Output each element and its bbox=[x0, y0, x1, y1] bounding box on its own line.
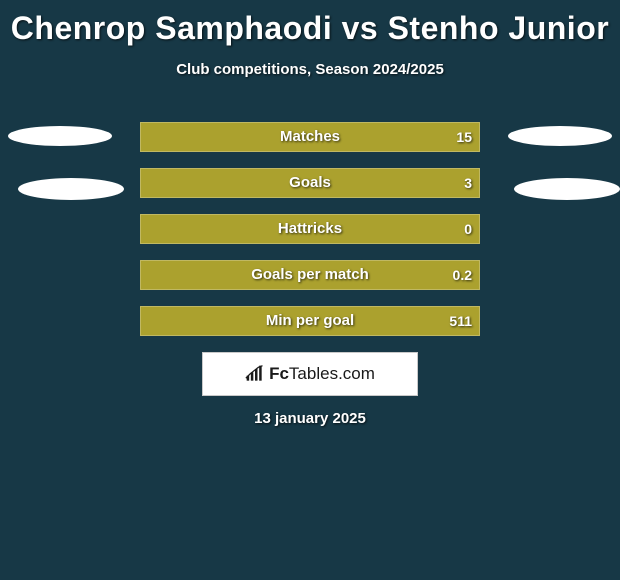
brand-text: FcTables.com bbox=[269, 364, 375, 384]
brand-b: Tables bbox=[289, 364, 338, 383]
brand-suffix: .com bbox=[338, 364, 375, 383]
stat-label: Min per goal bbox=[140, 306, 480, 336]
brand-badge[interactable]: FcTables.com bbox=[202, 352, 418, 396]
page-title: Chenrop Samphaodi vs Stenho Junior bbox=[0, 0, 620, 47]
stat-row: Goals 3 bbox=[0, 168, 620, 198]
stat-value-right: 3 bbox=[464, 168, 472, 198]
stat-value-right: 0 bbox=[464, 214, 472, 244]
stat-label: Matches bbox=[140, 122, 480, 152]
stat-row: Min per goal 511 bbox=[0, 306, 620, 336]
stat-value-right: 511 bbox=[449, 306, 472, 336]
stat-value-right: 15 bbox=[456, 122, 472, 152]
bar-chart-icon bbox=[245, 365, 265, 383]
stat-label: Hattricks bbox=[140, 214, 480, 244]
stat-label: Goals per match bbox=[140, 260, 480, 290]
stat-label: Goals bbox=[140, 168, 480, 198]
stat-rows: Matches 15 Goals 3 Hattricks 0 Goals per… bbox=[0, 122, 620, 352]
comparison-card: Chenrop Samphaodi vs Stenho Junior Club … bbox=[0, 0, 620, 580]
stat-value-right: 0.2 bbox=[453, 260, 472, 290]
stat-row: Matches 15 bbox=[0, 122, 620, 152]
stat-row: Goals per match 0.2 bbox=[0, 260, 620, 290]
date-label: 13 january 2025 bbox=[0, 410, 620, 427]
brand-a: Fc bbox=[269, 364, 289, 383]
subtitle: Club competitions, Season 2024/2025 bbox=[0, 61, 620, 78]
stat-row: Hattricks 0 bbox=[0, 214, 620, 244]
